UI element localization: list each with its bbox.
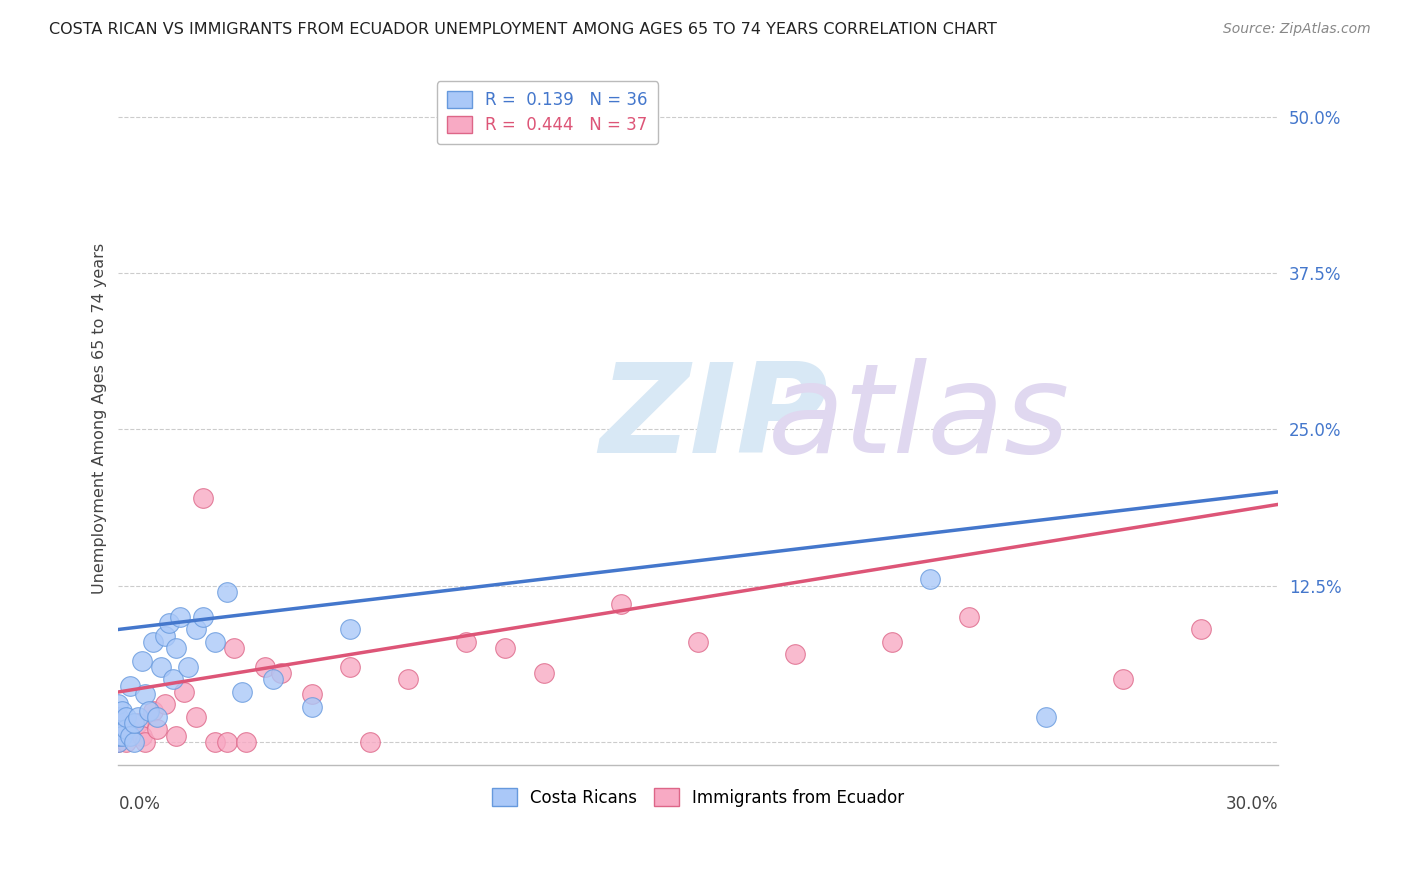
Point (610, 598, 633, 612)
Point (880, 635, 903, 649)
Point (215, 735, 238, 749)
Text: Source: ZipAtlas.com: Source: ZipAtlas.com (1223, 22, 1371, 37)
Point (111, 729, 134, 743)
Point (920, 573, 942, 587)
Text: ZIP: ZIP (600, 359, 828, 479)
Point (107, 729, 129, 743)
Point (153, 629, 176, 643)
Point (115, 723, 138, 737)
Point (184, 710, 207, 724)
Point (204, 635, 226, 649)
Point (138, 704, 160, 718)
Point (169, 610, 191, 624)
Point (142, 704, 165, 718)
Point (1112, 673, 1135, 687)
Point (262, 673, 284, 687)
Point (118, 729, 141, 743)
Point (162, 673, 184, 687)
Point (957, 610, 980, 624)
Point (107, 735, 129, 749)
Point (1189, 623, 1212, 637)
Point (107, 710, 129, 724)
Point (134, 688, 156, 702)
Point (118, 679, 141, 693)
Point (107, 710, 129, 724)
Point (153, 698, 176, 712)
Point (131, 729, 153, 743)
Point (184, 623, 207, 637)
Point (149, 660, 172, 674)
Point (270, 666, 292, 681)
Point (193, 610, 215, 624)
Point (111, 729, 134, 743)
Point (456, 635, 478, 649)
Point (177, 660, 200, 674)
Point (107, 723, 129, 737)
Point (254, 660, 277, 674)
Point (193, 491, 215, 505)
Point (157, 616, 180, 631)
Point (204, 735, 226, 749)
Text: 30.0%: 30.0% (1226, 795, 1278, 814)
Point (107, 698, 129, 712)
Point (127, 710, 149, 724)
Point (1035, 710, 1057, 724)
Point (134, 735, 156, 749)
Point (146, 723, 169, 737)
Point (231, 685, 253, 699)
Point (118, 723, 141, 737)
Point (783, 648, 806, 662)
Point (533, 666, 555, 681)
Text: COSTA RICAN VS IMMIGRANTS FROM ECUADOR UNEMPLOYMENT AMONG AGES 65 TO 74 YEARS CO: COSTA RICAN VS IMMIGRANTS FROM ECUADOR U… (49, 22, 997, 37)
Point (339, 623, 361, 637)
Point (165, 641, 187, 656)
Point (127, 716, 149, 731)
Text: 0.0%: 0.0% (118, 795, 160, 814)
Point (494, 641, 516, 656)
Point (301, 700, 323, 714)
Point (396, 673, 419, 687)
Point (235, 735, 257, 749)
Point (215, 585, 238, 599)
Point (122, 716, 145, 731)
Y-axis label: Unemployment Among Ages 65 to 74 years: Unemployment Among Ages 65 to 74 years (93, 244, 107, 594)
Point (122, 735, 145, 749)
Point (688, 635, 710, 649)
Legend: Costa Ricans, Immigrants from Ecuador: Costa Ricans, Immigrants from Ecuador (484, 780, 912, 815)
Point (339, 660, 361, 674)
Text: atlas: atlas (768, 359, 1070, 479)
Point (111, 704, 134, 718)
Point (131, 654, 153, 668)
Point (115, 710, 138, 724)
Point (301, 688, 323, 702)
Point (142, 635, 165, 649)
Point (146, 710, 169, 724)
Point (115, 735, 138, 749)
Point (173, 685, 195, 699)
Point (107, 723, 129, 737)
Point (165, 729, 187, 743)
Point (359, 735, 381, 749)
Point (107, 729, 129, 743)
Point (224, 641, 246, 656)
Point (107, 735, 129, 749)
